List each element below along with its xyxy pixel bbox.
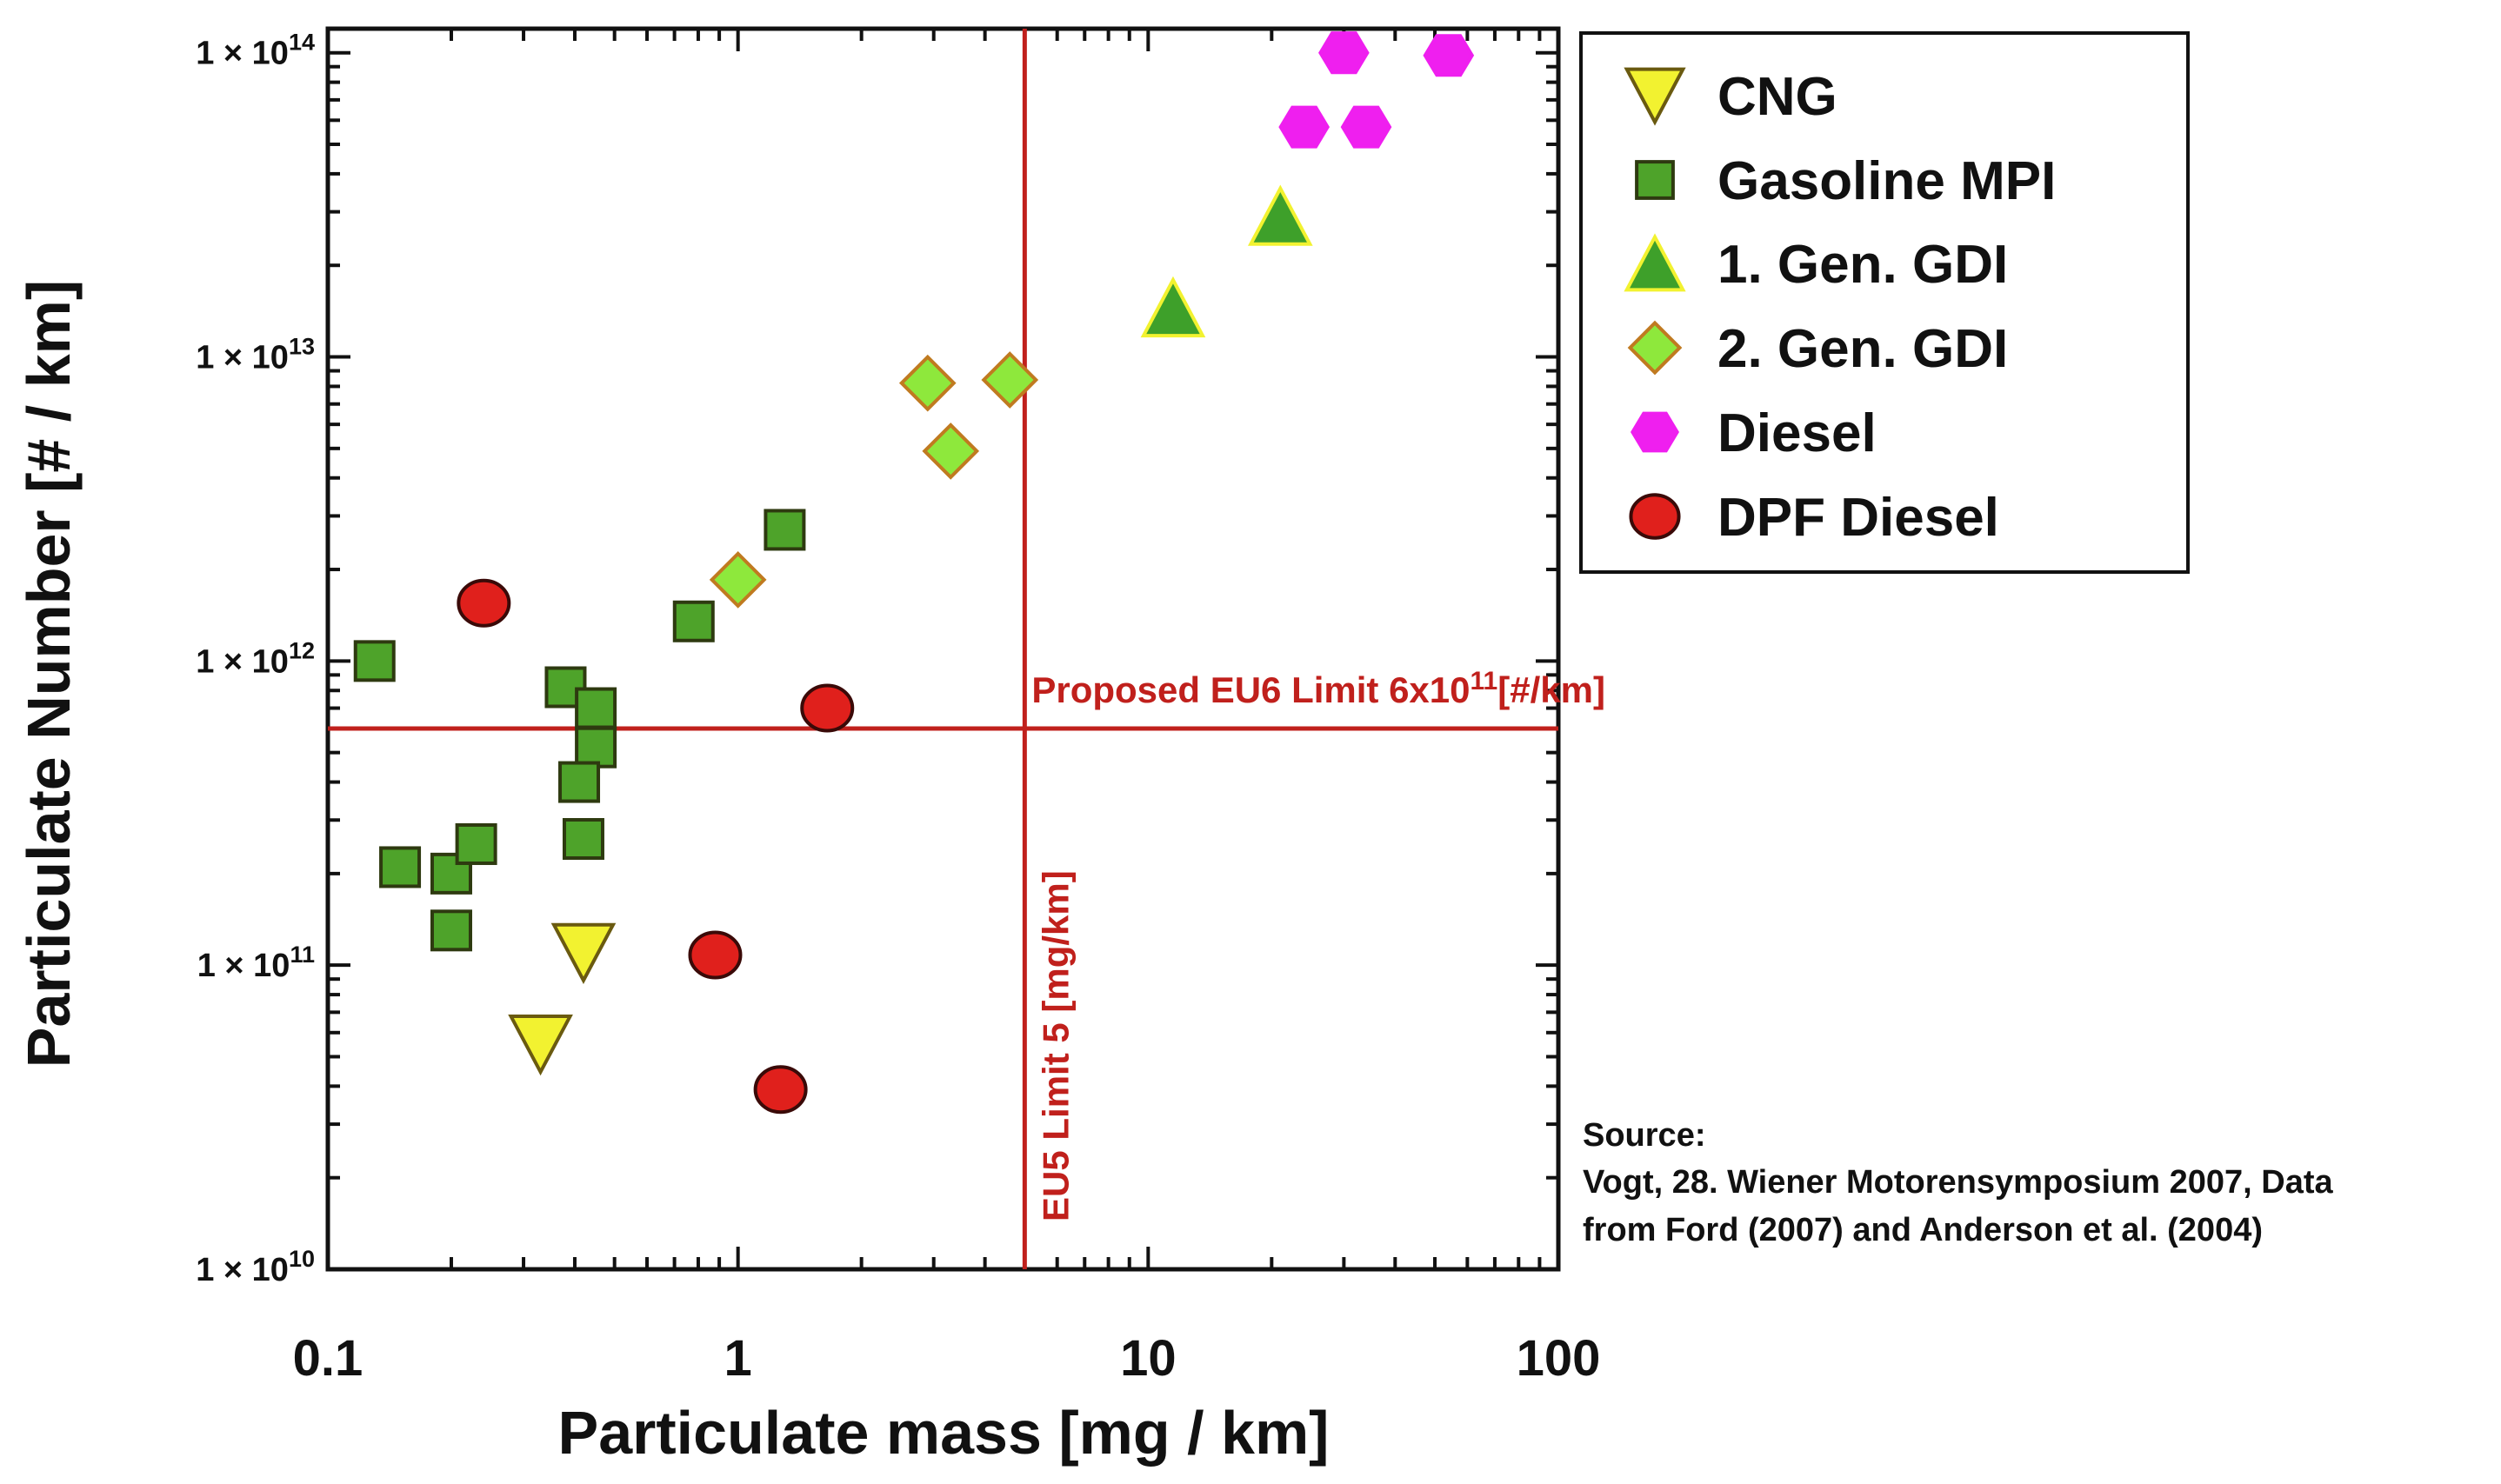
x-axis-tick-labels: 0.1 1 10 100 bbox=[293, 1330, 1601, 1387]
point-gasoline-mpi bbox=[379, 846, 422, 888]
plot-area bbox=[325, 26, 1561, 1272]
legend-marker-diesel bbox=[1631, 411, 1679, 453]
legend: CNG Gasoline MPI 1. Gen. GDI 2. Gen. GDI Die… bbox=[1579, 31, 2190, 574]
y-tick-label: 1 × 1011 bbox=[197, 942, 315, 984]
point-gasoline-mpi bbox=[558, 761, 601, 803]
y-tick-label: 1 × 1014 bbox=[196, 30, 315, 72]
point-gasoline-mpi bbox=[430, 909, 472, 952]
y-tick-label: 1 × 1010 bbox=[196, 1246, 315, 1288]
point-dpf-diesel bbox=[753, 1065, 808, 1115]
eu6-limit-label: Proposed EU6 Limit 6x1011[#/km] bbox=[1031, 667, 1605, 710]
legend-label-1-gen-gdi: 1. Gen. GDI bbox=[1717, 235, 2008, 295]
source-line-2: from Ford (2007) and Anderson et al. (20… bbox=[1583, 1212, 2263, 1248]
reference-lines: Proposed EU6 Limit 6x1011[#/km] EU5 Limit… bbox=[328, 29, 1605, 1269]
legend-label-cng: CNG bbox=[1717, 67, 1837, 127]
source-line-1: Vogt, 28. Wiener Motorensymposium 2007, … bbox=[1583, 1164, 2333, 1201]
x-tick-label: 0.1 bbox=[293, 1330, 363, 1387]
point-2-gen-gdi bbox=[709, 551, 767, 609]
eu5-limit-label: EU5 Limit 5 [mg/km] bbox=[1035, 870, 1076, 1221]
y-tick-label: 1 × 1013 bbox=[196, 334, 315, 376]
point-diesel bbox=[1340, 105, 1392, 149]
source-heading: Source: bbox=[1583, 1117, 1705, 1154]
point-2-gen-gdi bbox=[981, 351, 1039, 409]
point-gasoline-mpi bbox=[562, 818, 604, 861]
legend-marker-2-gen-gdi bbox=[1627, 320, 1683, 376]
y-axis-title: Particulate Number [# / km] bbox=[15, 280, 83, 1068]
point-1-gen-gdi bbox=[1140, 276, 1206, 338]
point-gasoline-mpi bbox=[764, 509, 806, 551]
legend-label-diesel: Diesel bbox=[1717, 403, 1877, 463]
minor-ticks bbox=[326, 29, 1560, 1271]
legend-marker-gasoline-mpi bbox=[1635, 160, 1675, 200]
x-tick-label: 10 bbox=[1120, 1330, 1177, 1387]
x-tick-label: 1 bbox=[724, 1330, 752, 1387]
legend-label-2-gen-gdi: 2. Gen. GDI bbox=[1717, 319, 2008, 379]
legend-label-dpf-diesel: DPF Diesel bbox=[1717, 488, 1999, 548]
point-gasoline-mpi bbox=[575, 726, 617, 769]
point-gasoline-mpi bbox=[430, 852, 472, 895]
data-points bbox=[353, 31, 1475, 1115]
point-gasoline-mpi bbox=[672, 600, 715, 642]
legend-box bbox=[1579, 31, 2190, 574]
point-diesel bbox=[1318, 31, 1370, 75]
point-gasoline-mpi bbox=[455, 822, 497, 865]
point-dpf-diesel bbox=[457, 578, 511, 628]
legend-marker-dpf-diesel bbox=[1629, 493, 1681, 540]
source-annotation: Source: Vogt, 28. Wiener Motorensymposiu… bbox=[1583, 1117, 2333, 1248]
legend-label-gasoline-mpi: Gasoline MPI bbox=[1717, 151, 2056, 211]
point-1-gen-gdi bbox=[1247, 184, 1313, 246]
point-cng bbox=[508, 1015, 573, 1076]
y-tick-label: 1 × 1012 bbox=[196, 637, 315, 680]
point-2-gen-gdi bbox=[922, 423, 980, 480]
point-gasoline-mpi bbox=[575, 687, 617, 729]
x-axis-title: Particulate mass [mg / km] bbox=[558, 1399, 1330, 1467]
point-dpf-diesel bbox=[800, 683, 855, 733]
point-gasoline-mpi bbox=[353, 640, 396, 682]
point-dpf-diesel bbox=[688, 930, 743, 980]
point-cng bbox=[550, 922, 617, 984]
x-tick-label: 100 bbox=[1517, 1330, 1601, 1387]
legend-marker-cng bbox=[1624, 67, 1686, 126]
y-axis-tick-labels: 1 × 1010 1 × 1011 1 × 1012 1 × 1013 1 × 1014 bbox=[196, 30, 315, 1288]
point-diesel bbox=[1278, 105, 1330, 149]
point-2-gen-gdi bbox=[898, 354, 957, 412]
point-diesel bbox=[1423, 34, 1475, 77]
legend-marker-1-gen-gdi bbox=[1624, 233, 1686, 292]
